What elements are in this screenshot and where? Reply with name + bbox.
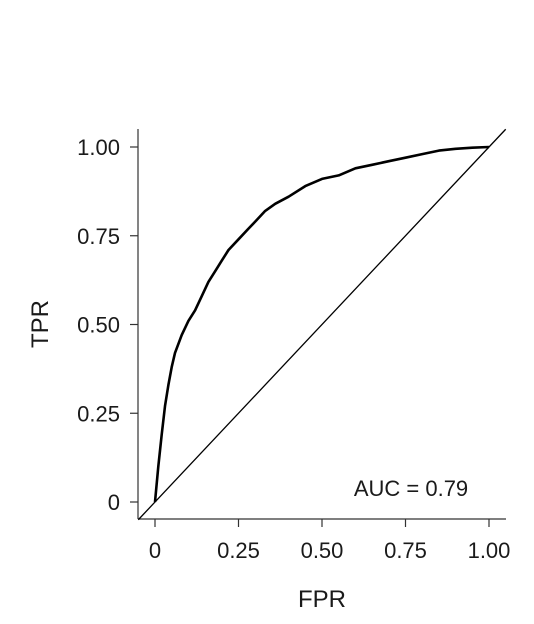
x-ticks: 0 0.25 0.50 0.75 1.00 bbox=[149, 519, 511, 563]
y-tick-label: 0 bbox=[108, 490, 120, 515]
y-ticks: 0 0.25 0.50 0.75 1.00 bbox=[77, 135, 138, 515]
x-tick-label: 0 bbox=[149, 538, 161, 563]
roc-curve bbox=[153, 145, 490, 503]
y-tick-label: 1.00 bbox=[77, 135, 120, 160]
x-tick-label: 1.00 bbox=[468, 538, 511, 563]
y-tick-label: 0.25 bbox=[77, 401, 120, 426]
x-tick-label: 0.75 bbox=[384, 538, 427, 563]
x-tick-label: 0.25 bbox=[217, 538, 260, 563]
x-tick-label: 0.50 bbox=[301, 538, 344, 563]
plot-lines bbox=[137, 128, 507, 521]
diagonal-reference-line bbox=[137, 128, 507, 521]
y-tick-label: 0.50 bbox=[77, 313, 120, 338]
y-tick-label: 0.75 bbox=[77, 224, 120, 249]
auc-annotation: AUC = 0.79 bbox=[354, 476, 468, 501]
x-axis-label: FPR bbox=[298, 586, 346, 613]
y-axis-label: TPR bbox=[27, 300, 54, 348]
